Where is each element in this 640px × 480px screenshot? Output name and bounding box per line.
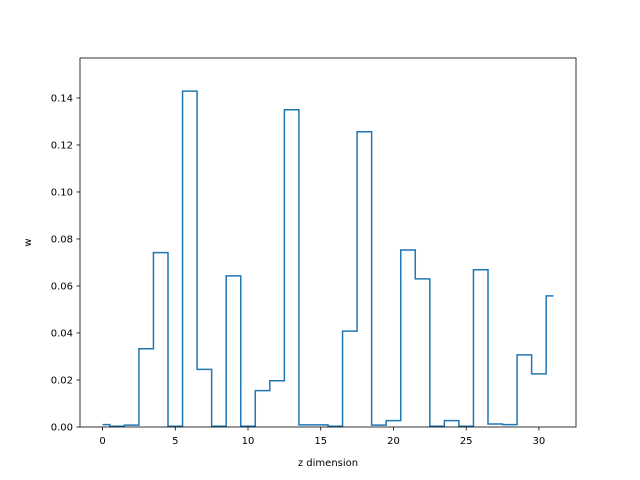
x-tick-label: 0 <box>99 436 105 447</box>
y-axis-ticks: 0.00 0.02 0.04 0.06 0.08 0.10 0.12 0.14 <box>51 93 80 434</box>
y-tick-label: 0.10 <box>51 187 73 198</box>
y-tick-label: 0.00 <box>51 423 73 434</box>
y-tick-label: 0.08 <box>51 234 73 245</box>
y-tick-label: 0.06 <box>51 281 73 292</box>
x-tick-label: 20 <box>387 436 400 447</box>
x-axis-label: z dimension <box>298 458 358 469</box>
x-tick-label: 30 <box>533 436 546 447</box>
x-tick-label: 5 <box>172 436 178 447</box>
x-tick-label: 15 <box>314 436 327 447</box>
y-tick-label: 0.02 <box>51 375 73 386</box>
y-tick-label: 0.12 <box>51 140 73 151</box>
series-step-line <box>102 90 554 428</box>
y-tick-label: 0.14 <box>51 93 73 104</box>
plot-area <box>102 90 554 428</box>
x-tick-label: 10 <box>242 436 255 447</box>
x-axis-ticks: 0 5 10 15 20 25 30 <box>99 427 545 447</box>
axes-frame <box>79 57 577 428</box>
y-tick-label: 0.04 <box>51 328 73 339</box>
x-tick-label: 25 <box>460 436 473 447</box>
y-axis-label: w <box>23 238 34 246</box>
